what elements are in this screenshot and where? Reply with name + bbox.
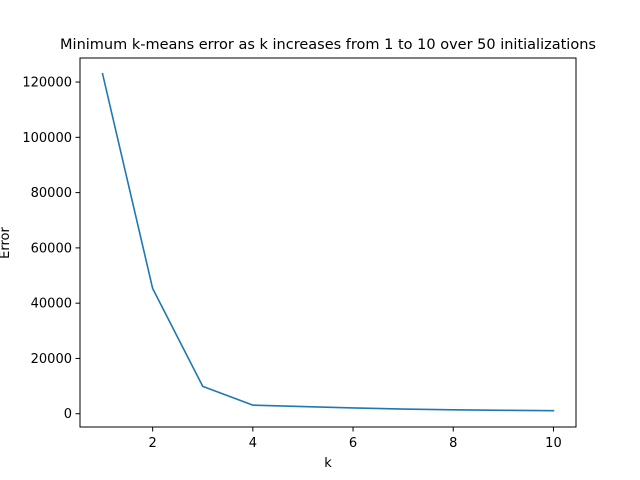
x-tick-label-4: 4 <box>249 436 257 451</box>
y-tick-label-60000: 60000 <box>31 241 72 256</box>
x-axis-ticks: 2 4 6 8 10 <box>149 427 562 451</box>
x-tick-label-10: 10 <box>545 436 562 451</box>
y-tick-label-120000: 120000 <box>22 76 72 91</box>
x-tick-label-6: 6 <box>349 436 357 451</box>
series-layer <box>101 72 555 412</box>
plot-area <box>79 57 577 428</box>
y-tick-label-40000: 40000 <box>31 297 72 312</box>
y-tick-label-100000: 100000 <box>22 131 72 146</box>
axes-frame <box>79 57 577 428</box>
y-tick-label-20000: 20000 <box>31 352 72 367</box>
y-axis-ticks: 0 20000 40000 60000 80000 100000 120000 <box>22 76 80 422</box>
axes-background <box>80 58 576 427</box>
chart-title: Minimum k-means error as k increases fro… <box>60 37 596 53</box>
x-axis-label: k <box>324 456 332 471</box>
series-line-0 <box>101 72 555 412</box>
y-tick-label-0: 0 <box>64 407 72 422</box>
y-tick-label-80000: 80000 <box>31 186 72 201</box>
x-tick-label-8: 8 <box>449 436 457 451</box>
x-tick-label-2: 2 <box>149 436 157 451</box>
y-axis-label: Error <box>0 227 13 259</box>
